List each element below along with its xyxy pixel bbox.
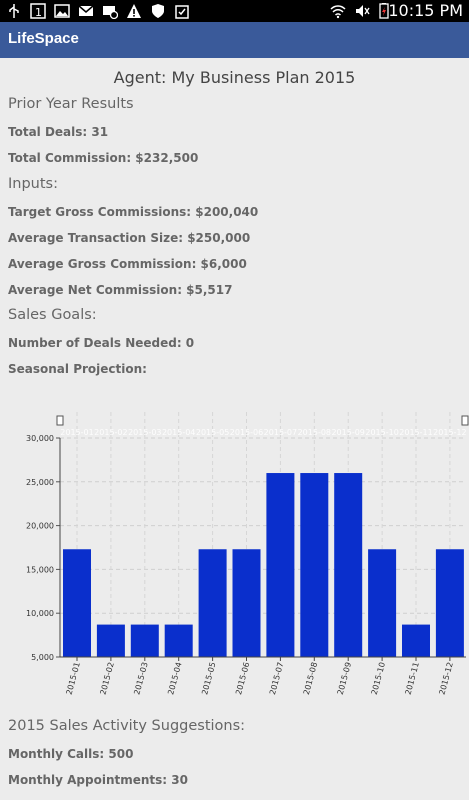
y-tick-label: 30,000	[26, 434, 54, 443]
x-tick-label: 2015-11	[404, 661, 421, 696]
top-category-label: 2015-11	[399, 428, 432, 437]
y-tick-label: 10,000	[26, 609, 54, 618]
x-tick-label: 2015-12	[437, 661, 454, 696]
seasonal-projection-chart[interactable]: 5,000 10,000 15,000 20,000 25,000 30,000 2015-…	[0, 408, 469, 708]
x-tick-label: 2015-02	[98, 661, 115, 696]
monthly-appointments: Monthly Appointments: 30	[8, 773, 188, 787]
scroll-handle-right	[461, 415, 469, 426]
y-tick-label: 5,000	[31, 653, 54, 662]
total-commission: Total Commission: $232,500	[8, 151, 199, 165]
top-category-label: 2015-10	[365, 428, 398, 437]
prior-year-heading: Prior Year Results	[8, 96, 134, 112]
bar-2015-02	[96, 624, 125, 657]
bar-2015-01	[63, 549, 91, 657]
top-category-label: 2015-06	[230, 428, 263, 437]
status-time: 10:15 PM	[388, 1, 463, 20]
shield-icon	[152, 4, 164, 18]
x-tick-label: 2015-09	[336, 661, 353, 696]
top-category-label: 2015-03	[128, 428, 161, 437]
x-tick-label: 2015-10	[370, 661, 387, 696]
scroll-handle-left	[56, 415, 64, 426]
bar-2015-08	[300, 473, 329, 657]
app-bar: LifeSpace	[0, 22, 469, 58]
top-category-label: 2015-04	[162, 428, 195, 437]
top-category-label: 2015-01	[60, 428, 93, 437]
sales-goals-heading: Sales Goals:	[8, 307, 97, 323]
battery-icon	[379, 3, 389, 19]
chart-grid	[60, 412, 466, 658]
usb-icon	[9, 4, 19, 18]
x-tick-label: 2015-04	[166, 661, 183, 696]
bar-2015-09	[334, 473, 363, 657]
total-deals: Total Deals: 31	[8, 125, 109, 139]
bar-2015-04	[164, 624, 193, 657]
average-gross-commission: Average Gross Commission: $6,000	[8, 257, 247, 271]
average-net-commission: Average Net Commission: $5,517	[8, 283, 233, 297]
clipboard-icon	[175, 5, 189, 19]
top-category-label: 2015-09	[331, 428, 364, 437]
x-tick-label: 2015-01	[65, 661, 82, 696]
x-tick-label: 2015-06	[234, 661, 251, 696]
suggestions-heading: 2015 Sales Activity Suggestions:	[8, 718, 246, 734]
status-bar: 1 10:15 PM	[0, 0, 469, 22]
bar-2015-06	[232, 549, 261, 657]
plan-title: Agent: My Business Plan 2015	[113, 68, 356, 87]
gmail-icon	[78, 5, 94, 16]
bar-2015-03	[130, 624, 159, 657]
x-tick-label: 2015-07	[268, 661, 285, 696]
monthly-calls: Monthly Calls: 500	[8, 747, 134, 761]
target-gross-commissions: Target Gross Commissions: $200,040	[8, 205, 259, 219]
deals-needed: Number of Deals Needed: 0	[8, 336, 195, 350]
bar-2015-12	[435, 549, 464, 657]
average-transaction-size: Average Transaction Size: $250,000	[8, 231, 251, 245]
wifi-icon	[330, 5, 346, 19]
bar-2015-05	[198, 549, 227, 657]
chart-bars	[63, 473, 464, 657]
svg-text:1: 1	[35, 6, 42, 19]
warning-icon	[127, 4, 141, 18]
x-tick-label: 2015-03	[132, 661, 149, 696]
top-category-label: 2015-12	[433, 428, 466, 437]
top-category-label: 2015-07	[264, 428, 297, 437]
notification-1-icon: 1	[30, 3, 46, 19]
y-tick-label: 20,000	[26, 522, 54, 531]
top-category-label: 2015-05	[196, 428, 229, 437]
y-tick-label: 15,000	[26, 565, 54, 574]
app-title: LifeSpace	[8, 30, 79, 47]
bar-2015-07	[266, 473, 295, 657]
bar-2015-10	[368, 549, 397, 657]
chart-axes	[56, 415, 469, 661]
mail-blocked-icon	[103, 6, 118, 19]
seasonal-projection-label: Seasonal Projection:	[8, 362, 147, 376]
top-category-label: 2015-02	[94, 428, 127, 437]
image-icon	[54, 4, 70, 18]
content-scroll-area[interactable]: Agent: My Business Plan 2015 Prior Year …	[0, 58, 469, 800]
inputs-heading: Inputs:	[8, 176, 58, 192]
mute-icon	[356, 5, 370, 17]
x-tick-label: 2015-05	[200, 661, 217, 696]
top-category-label: 2015-08	[298, 428, 331, 437]
x-tick-label: 2015-08	[302, 661, 319, 696]
y-tick-label: 25,000	[26, 478, 54, 487]
bar-2015-11	[402, 624, 430, 657]
